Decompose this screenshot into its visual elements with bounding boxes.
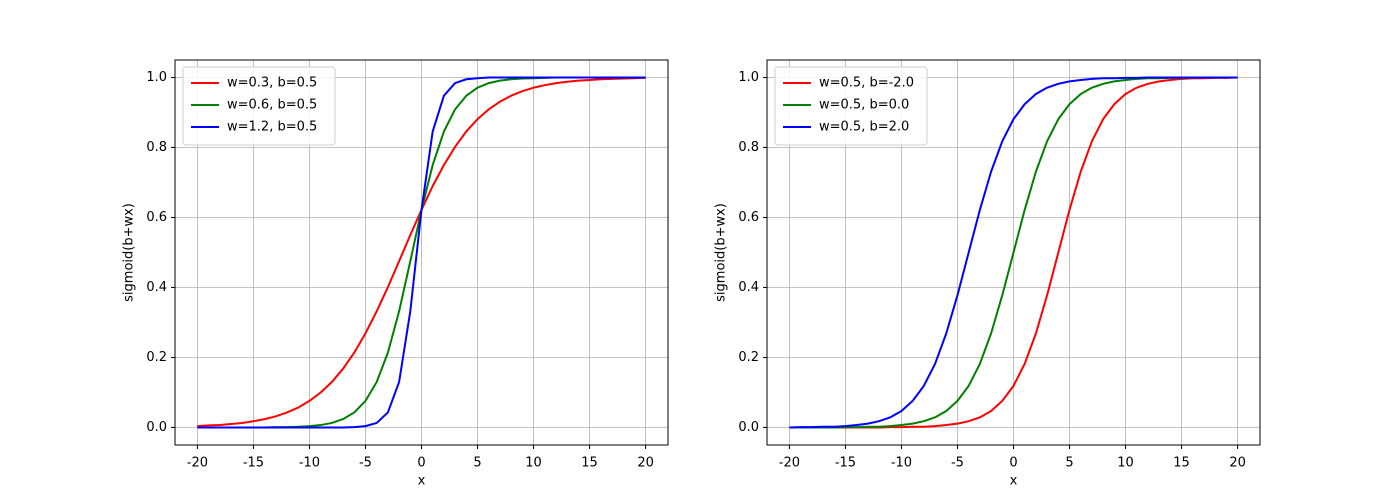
legend: w=0.3, b=0.5 w=0.6, b=0.5 w=1.2, b=0.5 bbox=[182, 66, 336, 146]
series-line bbox=[789, 76, 1238, 429]
x-tick-label: -10 bbox=[891, 456, 912, 471]
axes-frame bbox=[766, 59, 1261, 446]
x-tick-label: -20 bbox=[779, 456, 800, 471]
legend-label: w=0.3, b=0.5 bbox=[227, 76, 317, 91]
x-tick-label: -15 bbox=[835, 456, 856, 471]
series-line bbox=[197, 76, 646, 429]
x-tick-label: 15 bbox=[1173, 456, 1190, 471]
y-tick-label: 0.4 bbox=[146, 280, 167, 295]
y-tick-label: 0.0 bbox=[738, 420, 759, 435]
legend-label: w=1.2, b=0.5 bbox=[227, 120, 317, 135]
legend-box bbox=[774, 66, 928, 146]
legend-label: w=0.5, b=-2.0 bbox=[819, 76, 914, 91]
y-tick-label: 0.6 bbox=[738, 210, 759, 225]
x-tick-label: 0 bbox=[1009, 456, 1017, 471]
x-tick-label: 10 bbox=[525, 456, 542, 471]
x-tick-label: 15 bbox=[581, 456, 598, 471]
y-tick-label: 0.2 bbox=[146, 350, 167, 365]
y-tick-label: 1.0 bbox=[146, 70, 167, 85]
y-tick-label: 0.4 bbox=[738, 280, 759, 295]
legend-box bbox=[182, 66, 336, 146]
legend: w=0.5, b=-2.0 w=0.5, b=0.0 w=0.5, b=2.0 bbox=[774, 66, 928, 146]
x-axis-label: x bbox=[418, 474, 426, 489]
x-tick-label: -5 bbox=[359, 456, 372, 471]
x-tick-label: 5 bbox=[473, 456, 481, 471]
y-tick-label: 1.0 bbox=[738, 70, 759, 85]
y-tick-label: 0.2 bbox=[738, 350, 759, 365]
x-tick-label: 20 bbox=[637, 456, 654, 471]
y-axis-label: sigmoid(b+wx) bbox=[122, 203, 137, 302]
y-tick-label: 0.8 bbox=[146, 140, 167, 155]
axes-frame bbox=[174, 59, 669, 446]
x-tick-label: -20 bbox=[187, 456, 208, 471]
y-tick-label: 0.6 bbox=[146, 210, 167, 225]
x-axis-label: x bbox=[1010, 474, 1018, 489]
x-tick-label: 20 bbox=[1229, 456, 1246, 471]
x-tick-label: 5 bbox=[1065, 456, 1073, 471]
legend-label: w=0.6, b=0.5 bbox=[227, 98, 317, 113]
x-tick-label: -5 bbox=[951, 456, 964, 471]
x-tick-label: -10 bbox=[299, 456, 320, 471]
legend-label: w=0.5, b=2.0 bbox=[819, 120, 909, 135]
legend-label: w=0.5, b=0.0 bbox=[819, 98, 909, 113]
y-axis-label: sigmoid(b+wx) bbox=[714, 203, 729, 302]
y-tick-label: 0.8 bbox=[738, 140, 759, 155]
y-tick-label: 0.0 bbox=[146, 420, 167, 435]
x-tick-label: 10 bbox=[1117, 456, 1134, 471]
x-tick-label: -15 bbox=[243, 456, 264, 471]
x-tick-label: 0 bbox=[417, 456, 425, 471]
